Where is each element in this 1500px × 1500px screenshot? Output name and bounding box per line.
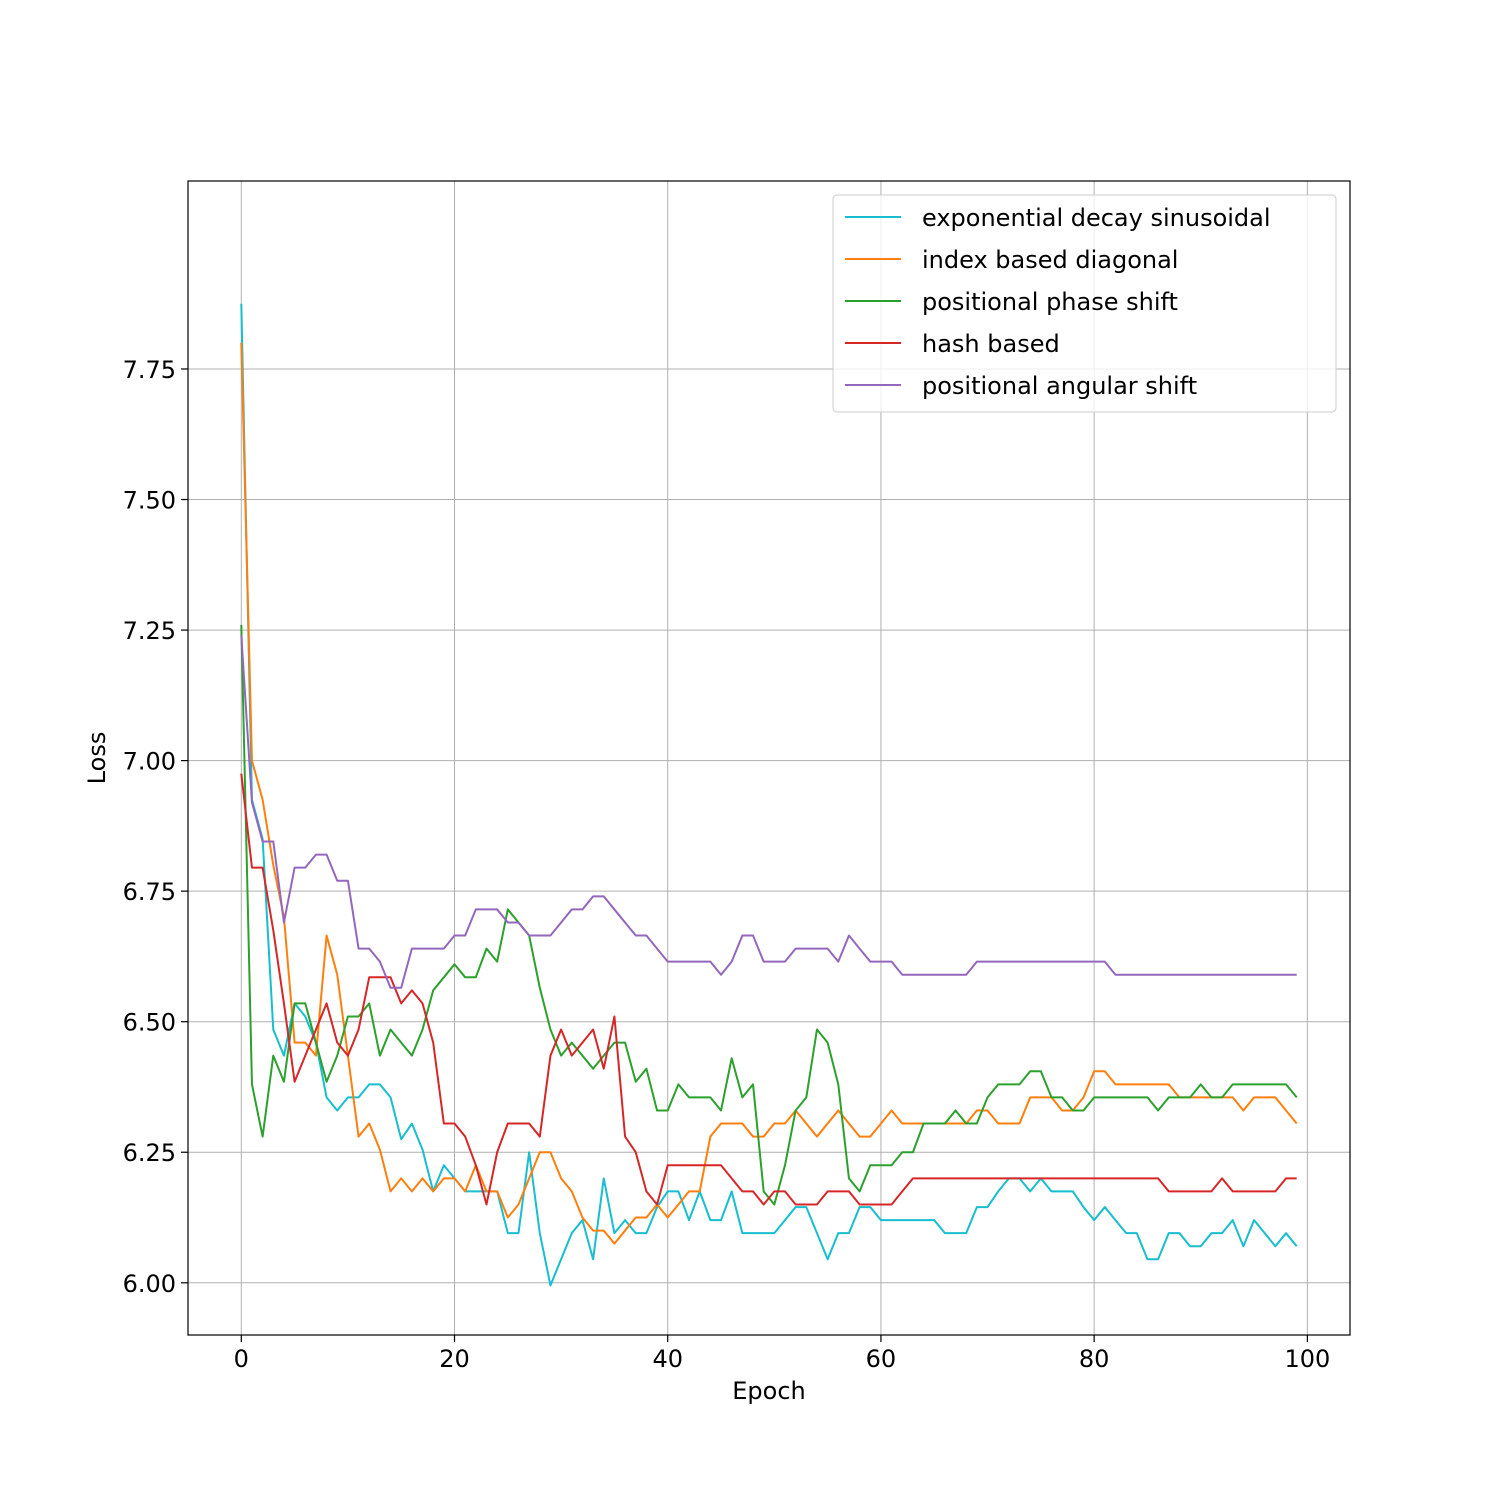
legend-label: index based diagonal bbox=[922, 246, 1178, 274]
y-tick-label: 7.50 bbox=[123, 487, 176, 515]
x-axis-label: Epoch bbox=[732, 1377, 806, 1405]
legend: exponential decay sinusoidal index based … bbox=[832, 194, 1337, 413]
legend-label: positional phase shift bbox=[922, 288, 1178, 316]
series-line-positional-angular-shift bbox=[240, 635, 1297, 989]
series-lines bbox=[240, 303, 1298, 1287]
y-tick-label: 7.00 bbox=[123, 748, 176, 776]
x-tick-label: 80 bbox=[1079, 1345, 1110, 1373]
legend-label: exponential decay sinusoidal bbox=[922, 204, 1271, 232]
x-tick-label: 100 bbox=[1284, 1345, 1330, 1373]
x-tick-label: 60 bbox=[866, 1345, 897, 1373]
y-tick-label: 7.75 bbox=[123, 356, 176, 384]
legend-label: hash based bbox=[922, 330, 1060, 358]
legend-label: positional angular shift bbox=[922, 372, 1197, 400]
x-tick-label: 20 bbox=[439, 1345, 470, 1373]
y-tick-label: 7.25 bbox=[123, 617, 176, 645]
y-axis-ticks: 6.00 6.25 6.50 6.75 7.00 7.25 7.50 7.75 bbox=[123, 356, 188, 1298]
x-axis-ticks: 0 20 40 60 80 100 bbox=[234, 1335, 1330, 1373]
y-tick-label: 6.75 bbox=[123, 878, 176, 906]
plot-frame bbox=[187, 180, 1351, 1336]
y-tick-label: 6.50 bbox=[123, 1009, 176, 1037]
x-tick-label: 0 bbox=[234, 1345, 249, 1373]
y-tick-label: 6.25 bbox=[123, 1139, 176, 1167]
y-axis-label: Loss bbox=[83, 732, 111, 785]
series-line-hash-based bbox=[240, 773, 1297, 1206]
x-tick-label: 40 bbox=[652, 1345, 683, 1373]
series-line-exponential-decay-sinusoidal bbox=[240, 303, 1298, 1287]
legend-box bbox=[832, 194, 1337, 413]
grid bbox=[188, 181, 1350, 1335]
series-line-index-based-diagonal bbox=[240, 342, 1298, 1245]
y-tick-label: 6.00 bbox=[123, 1270, 176, 1298]
